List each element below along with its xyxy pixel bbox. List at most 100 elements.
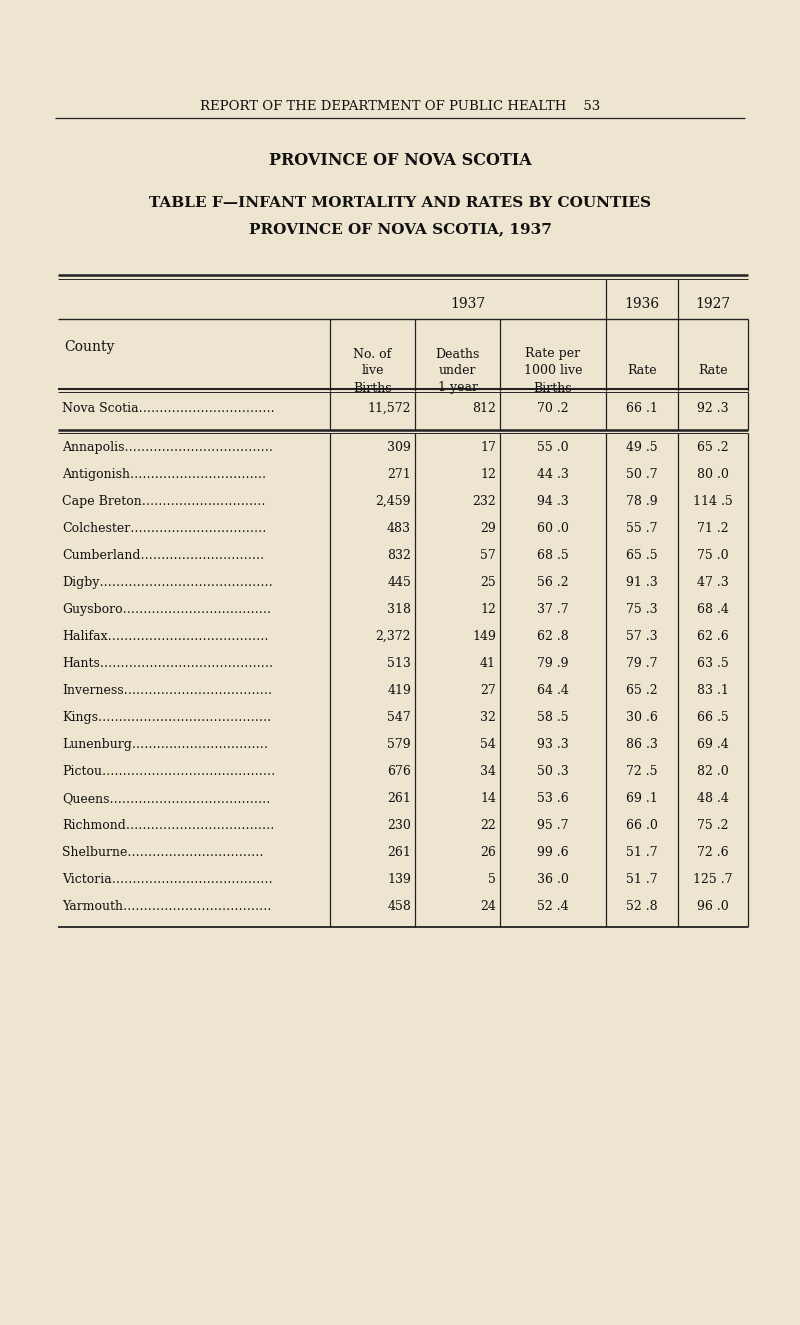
- Text: No. of
live
Births: No. of live Births: [353, 347, 392, 395]
- Text: 69 .1: 69 .1: [626, 792, 658, 806]
- Text: 318: 318: [387, 603, 411, 616]
- Text: 149: 149: [472, 629, 496, 643]
- Text: 1936: 1936: [625, 297, 659, 311]
- Text: 75 .3: 75 .3: [626, 603, 658, 616]
- Text: Inverness………………………………: Inverness………………………………: [62, 684, 272, 697]
- Text: 91 .3: 91 .3: [626, 576, 658, 590]
- Text: Pictou……………………………………: Pictou……………………………………: [62, 765, 275, 778]
- Text: 24: 24: [480, 900, 496, 913]
- Text: 48 .4: 48 .4: [697, 792, 729, 806]
- Text: 261: 261: [387, 845, 411, 859]
- Text: 41: 41: [480, 657, 496, 670]
- Text: Digby……………………………………: Digby……………………………………: [62, 576, 273, 590]
- Text: 50 .7: 50 .7: [626, 468, 658, 481]
- Text: 458: 458: [387, 900, 411, 913]
- Text: 261: 261: [387, 792, 411, 806]
- Text: 58 .5: 58 .5: [537, 712, 569, 723]
- Text: 72 .6: 72 .6: [697, 845, 729, 859]
- Text: County: County: [64, 341, 114, 354]
- Text: Rate: Rate: [698, 364, 728, 378]
- Text: 75 .2: 75 .2: [698, 819, 729, 832]
- Text: 72 .5: 72 .5: [626, 765, 658, 778]
- Text: 55 .0: 55 .0: [537, 441, 569, 454]
- Text: 26: 26: [480, 845, 496, 859]
- Text: PROVINCE OF NOVA SCOTIA, 1937: PROVINCE OF NOVA SCOTIA, 1937: [249, 223, 551, 236]
- Text: 232: 232: [472, 496, 496, 507]
- Text: 63 .5: 63 .5: [697, 657, 729, 670]
- Text: Cumberland…………………………: Cumberland…………………………: [62, 549, 264, 562]
- Text: 96 .0: 96 .0: [697, 900, 729, 913]
- Text: Rate: Rate: [627, 364, 657, 378]
- Text: 99 .6: 99 .6: [537, 845, 569, 859]
- Text: 60 .0: 60 .0: [537, 522, 569, 535]
- Text: Kings……………………………………: Kings……………………………………: [62, 712, 271, 723]
- Text: 68 .4: 68 .4: [697, 603, 729, 616]
- Text: 65 .2: 65 .2: [626, 684, 658, 697]
- Text: 52 .4: 52 .4: [537, 900, 569, 913]
- Text: 11,572: 11,572: [367, 401, 411, 415]
- Text: Colchester……………………………: Colchester……………………………: [62, 522, 266, 535]
- Text: 230: 230: [387, 819, 411, 832]
- Text: 53 .6: 53 .6: [537, 792, 569, 806]
- Text: 62 .8: 62 .8: [537, 629, 569, 643]
- Text: 54: 54: [480, 738, 496, 751]
- Text: 75 .0: 75 .0: [697, 549, 729, 562]
- Text: 14: 14: [480, 792, 496, 806]
- Text: 547: 547: [387, 712, 411, 723]
- Text: 93 .3: 93 .3: [537, 738, 569, 751]
- Text: 65 .5: 65 .5: [626, 549, 658, 562]
- Text: 419: 419: [387, 684, 411, 697]
- Text: 62 .6: 62 .6: [697, 629, 729, 643]
- Text: 55 .7: 55 .7: [626, 522, 658, 535]
- Text: PROVINCE OF NOVA SCOTIA: PROVINCE OF NOVA SCOTIA: [269, 152, 531, 170]
- Text: Shelburne……………………………: Shelburne……………………………: [62, 845, 263, 859]
- Text: 64 .4: 64 .4: [537, 684, 569, 697]
- Text: 37 .7: 37 .7: [537, 603, 569, 616]
- Text: 78 .9: 78 .9: [626, 496, 658, 507]
- Text: 25: 25: [480, 576, 496, 590]
- Text: 832: 832: [387, 549, 411, 562]
- Text: 445: 445: [387, 576, 411, 590]
- Text: 30 .6: 30 .6: [626, 712, 658, 723]
- Text: 66 .0: 66 .0: [626, 819, 658, 832]
- Text: Antigonish……………………………: Antigonish……………………………: [62, 468, 266, 481]
- Text: 70 .2: 70 .2: [537, 401, 569, 415]
- Text: Annapolis………………………………: Annapolis………………………………: [62, 441, 273, 454]
- Text: Hants……………………………………: Hants……………………………………: [62, 657, 273, 670]
- Text: 95 .7: 95 .7: [538, 819, 569, 832]
- Text: 483: 483: [387, 522, 411, 535]
- Text: 68 .5: 68 .5: [537, 549, 569, 562]
- Text: Rate per
1000 live
Births: Rate per 1000 live Births: [524, 347, 582, 395]
- Text: 29: 29: [480, 522, 496, 535]
- Text: 812: 812: [472, 401, 496, 415]
- Text: 17: 17: [480, 441, 496, 454]
- Text: 80 .0: 80 .0: [697, 468, 729, 481]
- Text: 79 .9: 79 .9: [538, 657, 569, 670]
- Text: 82 .0: 82 .0: [697, 765, 729, 778]
- Text: Lunenburg……………………………: Lunenburg……………………………: [62, 738, 268, 751]
- Text: 513: 513: [387, 657, 411, 670]
- Text: 47 .3: 47 .3: [697, 576, 729, 590]
- Text: 22: 22: [480, 819, 496, 832]
- Text: 92 .3: 92 .3: [697, 401, 729, 415]
- Text: Queens…………………………………: Queens…………………………………: [62, 792, 270, 806]
- Text: TABLE F—INFANT MORTALITY AND RATES BY COUNTIES: TABLE F—INFANT MORTALITY AND RATES BY CO…: [149, 196, 651, 209]
- Text: 66 .1: 66 .1: [626, 401, 658, 415]
- Text: 27: 27: [480, 684, 496, 697]
- Text: 114 .5: 114 .5: [693, 496, 733, 507]
- Text: 12: 12: [480, 603, 496, 616]
- Text: 34: 34: [480, 765, 496, 778]
- Text: 56 .2: 56 .2: [537, 576, 569, 590]
- Text: 57 .3: 57 .3: [626, 629, 658, 643]
- Text: 66 .5: 66 .5: [697, 712, 729, 723]
- Text: Yarmouth………………………………: Yarmouth………………………………: [62, 900, 271, 913]
- Text: Cape Breton…………………………: Cape Breton…………………………: [62, 496, 266, 507]
- Text: 125 .7: 125 .7: [694, 873, 733, 886]
- Text: 65 .2: 65 .2: [697, 441, 729, 454]
- Text: 5: 5: [488, 873, 496, 886]
- Text: 50 .3: 50 .3: [537, 765, 569, 778]
- Text: 1927: 1927: [695, 297, 730, 311]
- Text: 57: 57: [480, 549, 496, 562]
- Text: 44 .3: 44 .3: [537, 468, 569, 481]
- Text: 2,372: 2,372: [375, 629, 411, 643]
